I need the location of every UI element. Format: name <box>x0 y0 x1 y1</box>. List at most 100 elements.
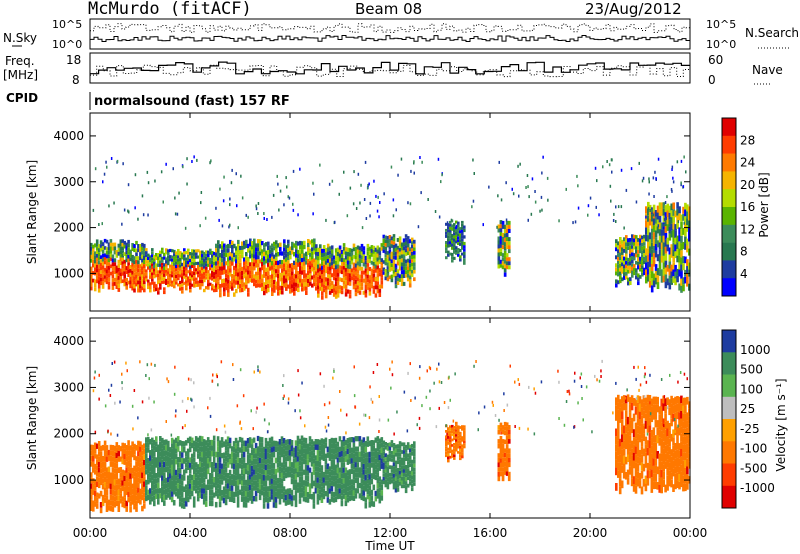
heatmap-cell <box>171 258 174 262</box>
heatmap-cell <box>334 248 338 253</box>
heatmap-cell <box>139 457 142 463</box>
heatmap-cell <box>123 240 126 245</box>
heatmap-cell <box>328 254 332 259</box>
heatmap-cell <box>682 460 685 468</box>
heatmap-cell <box>187 279 190 283</box>
heatmap-cell <box>338 472 342 478</box>
heatmap-cell <box>297 241 300 246</box>
heatmap-cell <box>285 253 288 258</box>
heatmap-cell <box>634 398 638 407</box>
heatmap-cell <box>249 250 252 255</box>
heatmap-cell <box>372 289 376 294</box>
heatmap-cell <box>266 469 270 475</box>
heatmap-cell <box>111 274 115 279</box>
heatmap-cell <box>204 462 208 468</box>
heatmap-cell <box>362 490 366 496</box>
heatmap-cell <box>642 479 646 487</box>
heatmap-cell <box>640 415 644 424</box>
heatmap-cell <box>619 279 622 284</box>
heatmap-cell <box>139 288 142 293</box>
heatmap-cell <box>272 451 276 458</box>
heatmap-cell <box>276 493 280 499</box>
heatmap-cell <box>123 492 126 498</box>
heatmap-cell <box>133 244 136 248</box>
heatmap-cell <box>686 211 689 219</box>
heatmap-cell <box>121 501 124 508</box>
heatmap-cell <box>245 239 248 244</box>
heatmap-cell <box>499 440 503 445</box>
heatmap-cell <box>623 276 626 280</box>
heatmap-cell <box>307 263 310 267</box>
heatmap-cell <box>279 259 282 265</box>
scatter-cell <box>366 186 369 190</box>
heatmap-cell <box>354 451 358 457</box>
heatmap-cell <box>317 272 320 277</box>
heatmap-cell <box>410 248 414 252</box>
heatmap-cell <box>348 474 352 480</box>
heatmap-cell <box>402 469 406 473</box>
heatmap-cell <box>119 268 123 273</box>
heatmap-cell <box>234 443 238 449</box>
heatmap-cell <box>273 241 276 246</box>
heatmap-cell <box>617 264 620 269</box>
heatmap-cell <box>147 489 150 495</box>
heatmap-cell <box>151 251 154 255</box>
heatmap-cell <box>135 271 138 275</box>
heatmap-cell <box>173 249 176 254</box>
heatmap-cell <box>463 435 466 439</box>
heatmap-cell <box>266 497 270 504</box>
heatmap-cell <box>239 267 242 272</box>
heatmap-cell <box>259 271 262 276</box>
heatmap-cell <box>344 467 348 473</box>
heatmap-cell <box>268 475 272 481</box>
heatmap-cell <box>394 263 398 268</box>
heatmap-cell <box>410 259 414 263</box>
heatmap-cell <box>109 246 113 250</box>
heatmap-cell <box>453 448 456 452</box>
heatmap-cell <box>390 267 394 271</box>
heatmap-cell <box>652 280 656 288</box>
heatmap-cell <box>274 491 278 497</box>
heatmap-cell <box>635 249 638 254</box>
heatmap-cell <box>155 273 158 278</box>
scatter-cell <box>191 398 193 402</box>
heatmap-cell <box>299 282 302 287</box>
heatmap-cell <box>447 430 450 434</box>
heatmap-cell <box>163 266 166 270</box>
heatmap-cell <box>201 279 204 284</box>
heatmap-cell <box>645 255 648 263</box>
heatmap-cell <box>400 442 404 447</box>
heatmap-cell <box>97 256 101 261</box>
heatmap-cell <box>283 283 286 288</box>
heatmap-cell <box>461 232 464 236</box>
heatmap-cell <box>113 270 117 274</box>
heatmap-cell <box>206 463 210 469</box>
heatmap-cell <box>650 398 654 407</box>
heatmap-cell <box>105 484 109 490</box>
heatmap-cell <box>244 440 248 447</box>
heatmap-cell <box>192 451 196 458</box>
heatmap-cell <box>125 285 128 290</box>
heatmap-cell <box>503 452 507 458</box>
heatmap-cell <box>163 256 166 260</box>
heatmap-cell <box>392 262 396 267</box>
heatmap-cell <box>198 482 202 488</box>
heatmap-cell <box>370 280 374 285</box>
heatmap-cell <box>99 281 103 286</box>
heatmap-cell <box>105 478 109 485</box>
scatter-cell <box>528 385 530 389</box>
heatmap-cell <box>348 469 352 475</box>
heatmap-cell <box>200 478 204 484</box>
heatmap-cell <box>203 258 206 262</box>
heatmap-cell <box>340 278 344 283</box>
heatmap-cell <box>246 497 250 503</box>
heatmap-cell <box>297 287 300 293</box>
heatmap-cell <box>95 243 99 247</box>
heatmap-cell <box>662 418 665 426</box>
heatmap-cell <box>674 458 677 467</box>
heatmap-cell <box>350 260 354 265</box>
heatmap-cell <box>306 465 310 471</box>
scatter-cell <box>128 210 130 214</box>
heatmap-cell <box>185 250 188 255</box>
heatmap-cell <box>109 494 113 501</box>
